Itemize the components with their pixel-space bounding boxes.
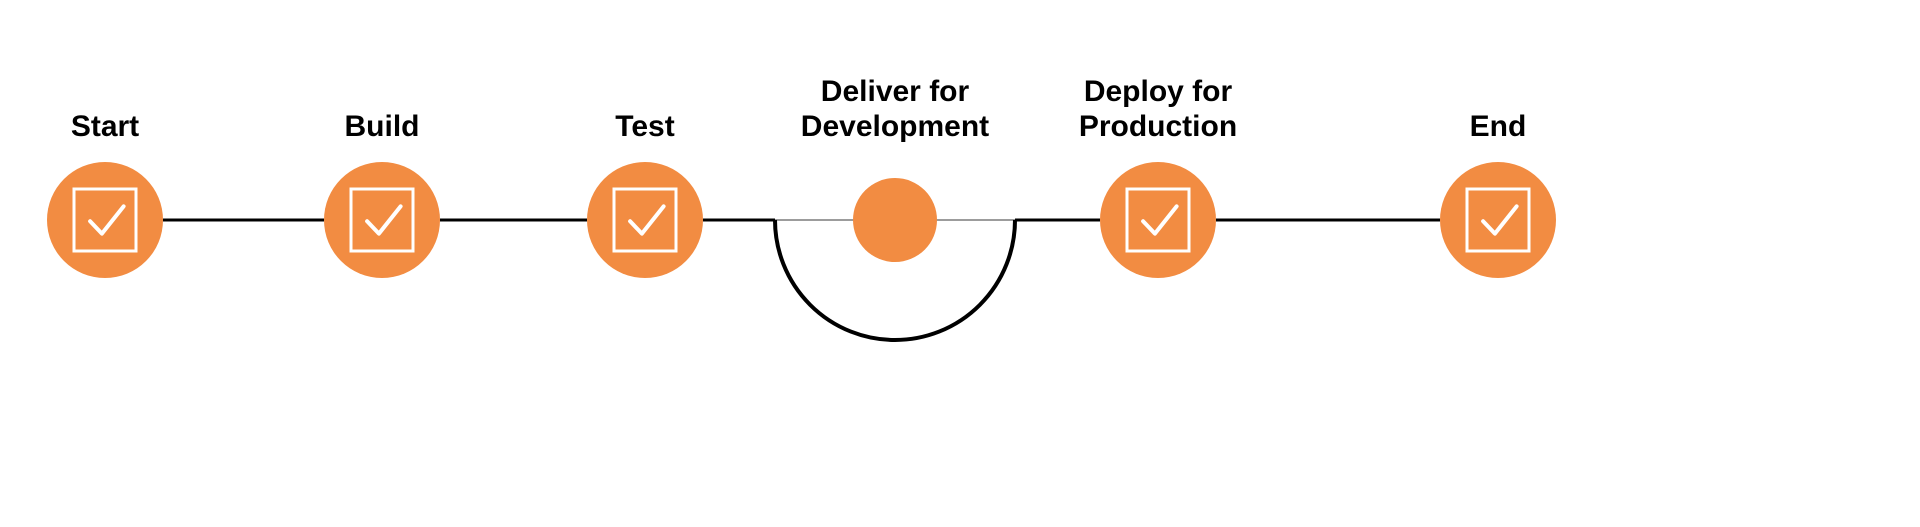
node-deploy (1100, 162, 1216, 278)
node-label-build: Build (242, 110, 522, 145)
node-start (47, 162, 163, 278)
pipeline-diagram: StartBuildTestDeliver for DevelopmentDep… (0, 0, 1920, 527)
node-label-end: End (1358, 110, 1638, 145)
node-build (324, 162, 440, 278)
node-deliver (853, 178, 937, 262)
node-label-test: Test (505, 110, 785, 145)
node-test (587, 162, 703, 278)
node-label-deliver: Deliver for Development (755, 75, 1035, 144)
node-end (1440, 162, 1556, 278)
node-label-start: Start (0, 110, 245, 145)
node-label-deploy: Deploy for Production (1018, 75, 1298, 144)
